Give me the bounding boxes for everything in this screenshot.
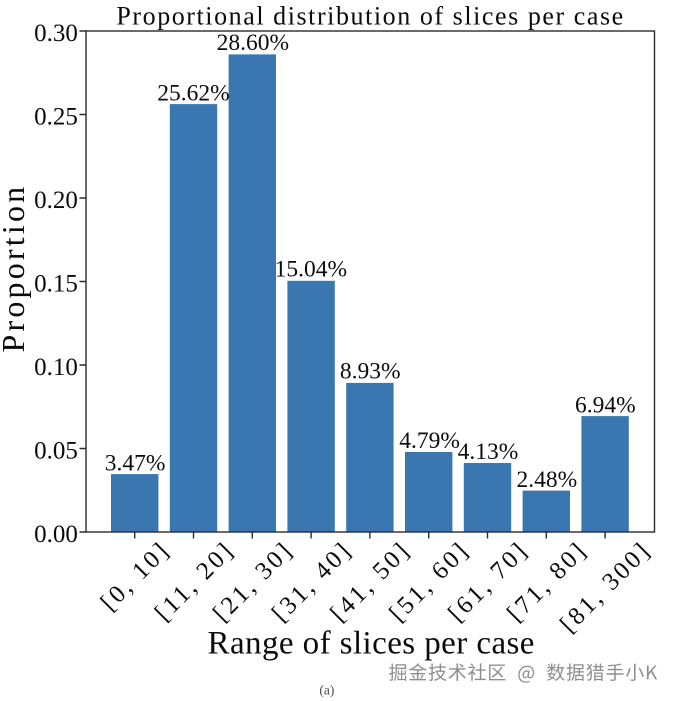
svg-text:0.15: 0.15: [34, 270, 78, 297]
svg-text:25.62%: 25.62%: [157, 80, 229, 106]
svg-text:0.30: 0.30: [34, 20, 78, 47]
svg-text:8.93%: 8.93%: [340, 359, 401, 385]
svg-text:0.10: 0.10: [34, 354, 78, 381]
svg-text:28.60%: 28.60%: [217, 30, 289, 56]
svg-text:0.20: 0.20: [34, 187, 78, 214]
svg-text:0.00: 0.00: [34, 521, 78, 548]
svg-text:4.13%: 4.13%: [458, 439, 519, 465]
svg-text:4.79%: 4.79%: [399, 428, 460, 454]
svg-text:(a): (a): [319, 682, 334, 697]
svg-text:Range of slices per case: Range of slices per case: [208, 626, 535, 662]
svg-text:Proportion: Proportion: [0, 184, 31, 353]
svg-text:2.48%: 2.48%: [517, 467, 578, 493]
svg-text:15.04%: 15.04%: [275, 256, 347, 282]
svg-text:3.47%: 3.47%: [105, 450, 166, 476]
svg-text:0.25: 0.25: [34, 103, 78, 130]
svg-text:6.94%: 6.94%: [575, 392, 636, 418]
svg-text:0.05: 0.05: [34, 437, 78, 464]
svg-text:Proportional distribution of s: Proportional distribution of slices per …: [116, 1, 624, 30]
